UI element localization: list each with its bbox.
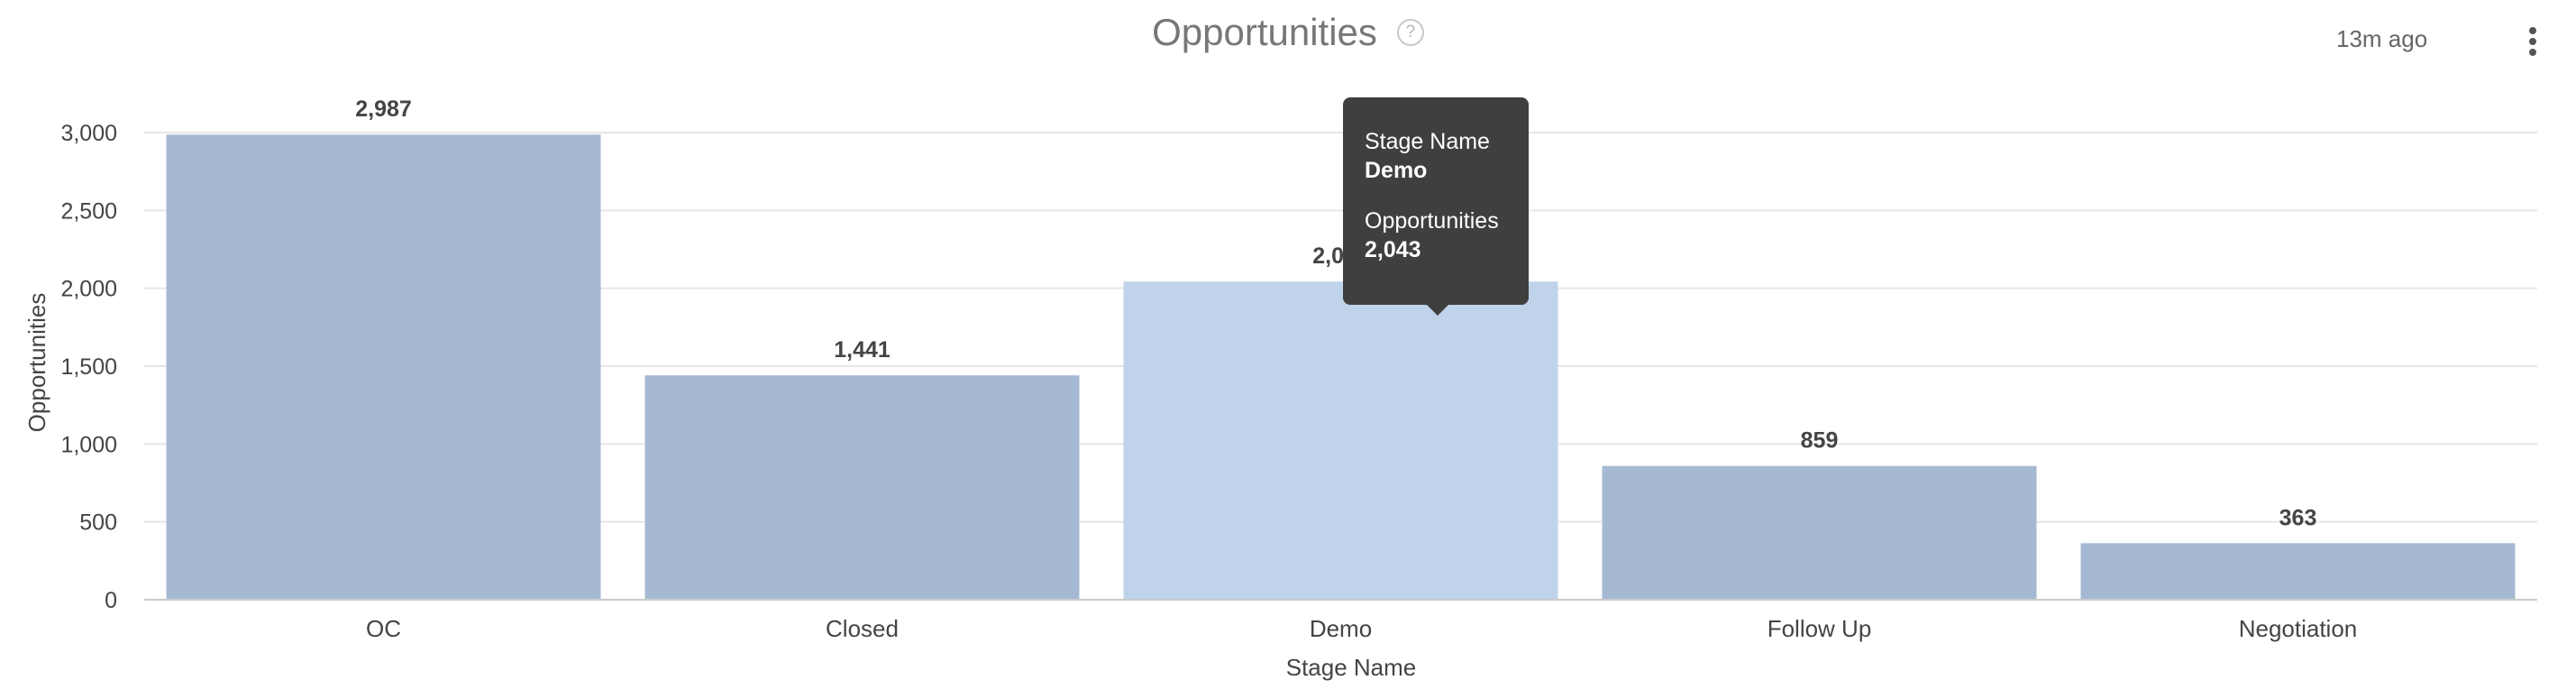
y-axis-title: Opportunities (23, 293, 50, 433)
bar-negotiation[interactable] (2080, 543, 2516, 600)
y-tick-label: 2,000 (60, 277, 117, 302)
bar-tooltip: Stage Name Demo Opportunities 2,043 (1343, 97, 1529, 316)
last-updated-timestamp: 13m ago (2336, 25, 2428, 52)
tooltip-label-count: Opportunities (1365, 208, 1499, 234)
y-tick-label: 3,000 (60, 121, 117, 146)
x-axis-title: Stage Name (1286, 654, 1417, 681)
y-tick-label: 0 (105, 588, 117, 613)
x-tick-label: Follow Up (1768, 615, 1872, 642)
bar-value-label: 859 (1801, 428, 1839, 454)
bar-value-label: 2,987 (355, 96, 412, 122)
bar-oc[interactable] (166, 134, 601, 601)
y-tick-label: 1,000 (60, 432, 117, 457)
x-tick-label: OC (366, 615, 401, 642)
y-axis-ticks: 0 500 1,000 1,500 2,000 2,500 3,000 (60, 121, 117, 613)
tooltip-value-stage: Demo (1365, 158, 1428, 183)
x-axis-ticks: OC Closed Demo Follow Up Negotiation (366, 615, 2357, 642)
y-tick-label: 2,500 (60, 198, 117, 224)
help-circle-icon[interactable]: ? (1396, 19, 1424, 46)
y-tick-label: 500 (79, 510, 117, 536)
x-tick-label: Negotiation (2239, 615, 2358, 642)
x-tick-label: Demo (1310, 615, 1372, 642)
y-tick-label: 1,500 (60, 354, 117, 380)
bar-closed[interactable] (644, 375, 1080, 600)
bars (166, 134, 2516, 601)
x-tick-label: Closed (826, 615, 899, 642)
bar-value-label: 363 (2279, 505, 2317, 530)
bar-follow-up[interactable] (1602, 465, 2037, 600)
bar-demo[interactable] (1123, 281, 1558, 600)
more-vertical-icon[interactable] (2515, 20, 2551, 60)
bar-value-label: 1,441 (834, 337, 891, 363)
tooltip-label-stage: Stage Name (1365, 129, 1490, 154)
tooltip-value-count: 2,043 (1365, 237, 1421, 262)
